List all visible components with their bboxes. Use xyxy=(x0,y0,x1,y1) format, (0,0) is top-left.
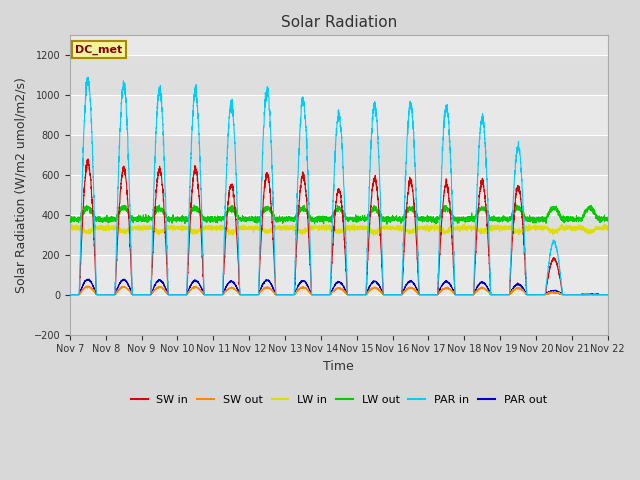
LW in xyxy=(460,224,467,230)
Bar xyxy=(70,295,608,335)
SW out xyxy=(163,290,170,296)
PAR out xyxy=(604,292,612,298)
LW out xyxy=(163,214,170,219)
SW in xyxy=(460,292,467,298)
Line: SW out: SW out xyxy=(70,286,608,295)
LW in xyxy=(66,223,74,228)
LW in xyxy=(461,221,468,227)
PAR out xyxy=(460,292,467,298)
SW in xyxy=(163,258,170,264)
SW in xyxy=(66,292,74,298)
PAR in xyxy=(84,74,92,80)
LW out xyxy=(66,214,74,220)
SW out xyxy=(84,283,92,289)
LW out xyxy=(319,214,326,219)
PAR out xyxy=(120,276,128,282)
SW out xyxy=(319,292,326,298)
LW in xyxy=(604,224,612,230)
SW in xyxy=(604,292,611,298)
PAR in xyxy=(604,292,612,298)
PAR in xyxy=(490,292,497,298)
Legend: SW in, SW out, LW in, LW out, PAR in, PAR out: SW in, SW out, LW in, LW out, PAR in, PA… xyxy=(127,391,551,410)
SW in xyxy=(84,156,92,162)
LW out xyxy=(429,215,437,220)
Y-axis label: Solar Radiation (W/m2 umol/m2/s): Solar Radiation (W/m2 umol/m2/s) xyxy=(15,77,28,293)
SW out xyxy=(604,292,612,298)
Text: DC_met: DC_met xyxy=(76,44,122,55)
PAR in xyxy=(460,292,467,298)
X-axis label: Time: Time xyxy=(323,360,354,373)
SW out xyxy=(604,292,611,298)
PAR out xyxy=(163,288,170,293)
Line: LW in: LW in xyxy=(70,224,608,236)
PAR out xyxy=(66,292,74,298)
PAR in xyxy=(319,292,326,298)
PAR out xyxy=(604,292,611,298)
LW out xyxy=(604,218,612,224)
LW out xyxy=(460,218,467,224)
PAR in xyxy=(66,292,74,298)
SW out xyxy=(460,292,467,298)
LW out xyxy=(383,221,391,227)
PAR out xyxy=(319,292,326,298)
SW out xyxy=(490,292,497,298)
LW in xyxy=(490,224,498,230)
SW out xyxy=(66,292,74,298)
Bar xyxy=(70,135,608,175)
LW in xyxy=(604,223,611,228)
PAR in xyxy=(604,292,611,298)
Bar xyxy=(70,55,608,95)
Title: Solar Radiation: Solar Radiation xyxy=(281,15,397,30)
SW out xyxy=(429,292,437,298)
SW in xyxy=(429,292,437,298)
LW in xyxy=(319,227,326,232)
Bar xyxy=(70,215,608,255)
PAR out xyxy=(429,292,437,298)
LW in xyxy=(370,233,378,239)
LW out xyxy=(513,202,520,208)
SW in xyxy=(490,292,497,298)
Line: LW out: LW out xyxy=(70,205,608,224)
Line: SW in: SW in xyxy=(70,159,608,295)
PAR out xyxy=(490,292,497,298)
PAR in xyxy=(163,239,170,245)
PAR in xyxy=(429,292,437,298)
SW in xyxy=(604,292,612,298)
Line: PAR out: PAR out xyxy=(70,279,608,295)
Line: PAR in: PAR in xyxy=(70,77,608,295)
LW in xyxy=(429,224,437,229)
LW out xyxy=(490,216,497,222)
SW in xyxy=(319,292,326,298)
LW out xyxy=(604,216,611,221)
LW in xyxy=(163,227,170,233)
